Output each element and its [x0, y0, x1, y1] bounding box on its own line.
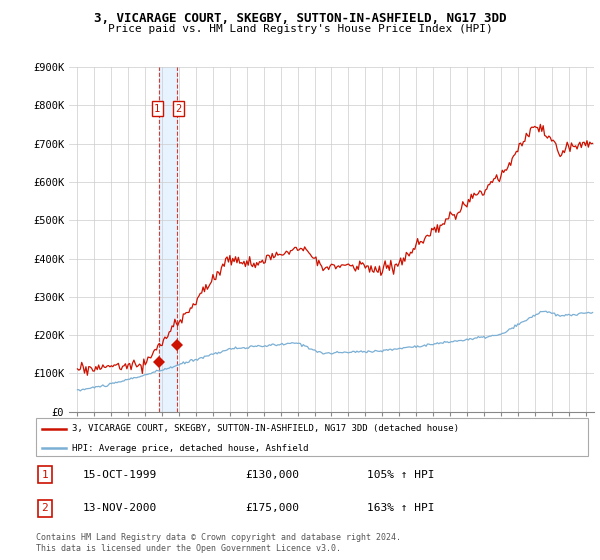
Bar — [158, 67, 177, 412]
Text: 3, VICARAGE COURT, SKEGBY, SUTTON-IN-ASHFIELD, NG17 3DD: 3, VICARAGE COURT, SKEGBY, SUTTON-IN-ASH… — [94, 12, 506, 25]
FancyBboxPatch shape — [36, 418, 588, 456]
Text: 105% ↑ HPI: 105% ↑ HPI — [367, 470, 434, 479]
Text: 2: 2 — [175, 104, 182, 114]
Text: 1: 1 — [154, 104, 160, 114]
Text: Price paid vs. HM Land Registry's House Price Index (HPI): Price paid vs. HM Land Registry's House … — [107, 24, 493, 34]
Text: 163% ↑ HPI: 163% ↑ HPI — [367, 503, 434, 513]
Text: 1: 1 — [41, 470, 48, 479]
Text: Contains HM Land Registry data © Crown copyright and database right 2024.
This d: Contains HM Land Registry data © Crown c… — [36, 533, 401, 553]
Text: 13-NOV-2000: 13-NOV-2000 — [83, 503, 157, 513]
Text: £175,000: £175,000 — [246, 503, 300, 513]
Text: 2: 2 — [41, 503, 48, 513]
Text: £130,000: £130,000 — [246, 470, 300, 479]
Text: HPI: Average price, detached house, Ashfield: HPI: Average price, detached house, Ashf… — [72, 444, 308, 452]
Text: 3, VICARAGE COURT, SKEGBY, SUTTON-IN-ASHFIELD, NG17 3DD (detached house): 3, VICARAGE COURT, SKEGBY, SUTTON-IN-ASH… — [72, 424, 459, 433]
Text: 15-OCT-1999: 15-OCT-1999 — [83, 470, 157, 479]
